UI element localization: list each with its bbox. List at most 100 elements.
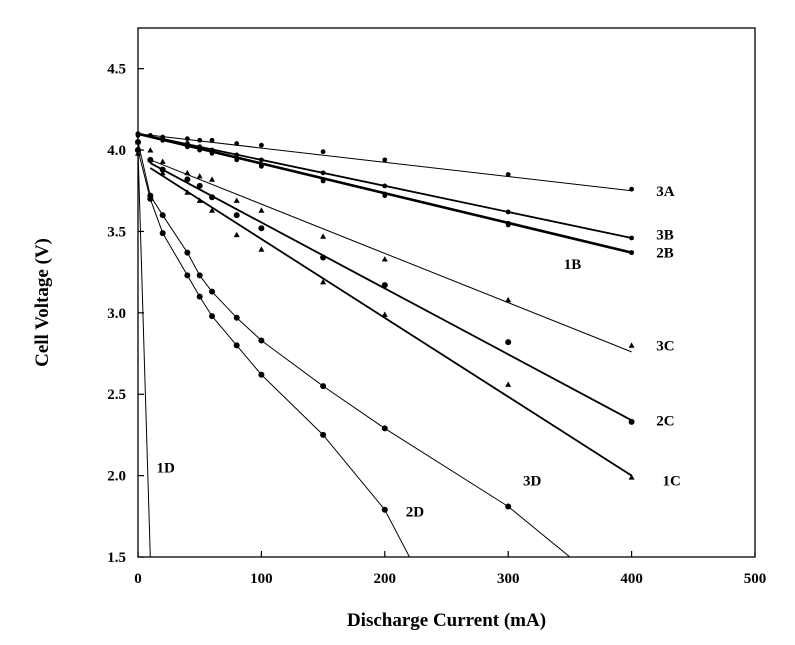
- data-point-2c: [233, 212, 240, 219]
- data-point-1c: [381, 311, 388, 317]
- y-tick-label: 3.5: [107, 224, 126, 240]
- data-point-3a: [259, 142, 264, 148]
- series-line-2d: [138, 149, 410, 557]
- data-point-3b: [259, 157, 264, 163]
- data-point-3d: [258, 337, 265, 344]
- data-point-3a: [320, 149, 326, 155]
- data-point-3c: [184, 169, 191, 176]
- series-labels: 3A 3B 2B 1B 3C 2C 1C 3D 2D 1D: [157, 184, 681, 521]
- data-point-1c: [159, 169, 166, 176]
- series-line-3a: [138, 133, 632, 192]
- data-point-2c: [628, 418, 635, 425]
- data-point-3d: [135, 138, 141, 145]
- data-point-1c: [505, 381, 512, 387]
- series-label-2b: 2B: [656, 246, 674, 262]
- data-point-3a: [197, 137, 203, 143]
- plot-frame: [137, 27, 756, 558]
- data-point-1b: [160, 137, 166, 143]
- series-label-2d: 2D: [406, 504, 425, 520]
- data-point-1d: [135, 147, 141, 153]
- data-point-3d: [233, 314, 240, 321]
- series-label-2c: 2C: [656, 413, 674, 429]
- data-point-1b: [629, 250, 634, 256]
- series-label-3d: 3D: [523, 473, 542, 489]
- data-point-3c: [320, 233, 327, 239]
- data-point-3a: [234, 141, 240, 146]
- y-tick-label: 4.0: [107, 143, 126, 159]
- series-label-1c: 1C: [662, 473, 680, 489]
- data-point-2c: [320, 254, 327, 261]
- data-point-3c: [233, 197, 240, 203]
- data-point-2d: [196, 293, 203, 300]
- y-tick-label: 2.0: [107, 469, 126, 485]
- series-points: [135, 131, 635, 513]
- data-point-3c: [196, 173, 203, 179]
- data-point-3d: [209, 288, 216, 295]
- data-point-2c: [159, 166, 166, 173]
- data-point-3a: [629, 186, 634, 192]
- series-label-1d: 1D: [157, 460, 176, 476]
- data-point-3c: [209, 176, 216, 182]
- data-point-1b: [320, 178, 326, 184]
- y-tick-label: 2.5: [107, 387, 126, 403]
- data-point-2c: [258, 225, 265, 232]
- data-point-2d: [184, 272, 191, 279]
- series-line-3d: [138, 141, 571, 557]
- x-tick-label: 500: [744, 571, 767, 587]
- x-tick-label: 300: [497, 571, 520, 587]
- y-axis-title: Cell Voltage (V): [32, 238, 53, 367]
- data-point-3a: [505, 172, 511, 177]
- data-point-1c: [233, 231, 240, 238]
- data-point-1c: [628, 474, 635, 480]
- data-point-1b: [135, 133, 141, 138]
- plot-area-border: [137, 27, 756, 558]
- data-point-3d: [381, 425, 388, 432]
- data-point-1b: [259, 163, 264, 169]
- data-point-3b: [629, 235, 634, 241]
- data-point-3c: [628, 342, 635, 348]
- y-tick-label: 4.5: [107, 62, 126, 78]
- data-point-3d: [159, 212, 166, 219]
- data-point-2c: [184, 176, 191, 183]
- series-line-3c: [150, 159, 632, 353]
- x-axis-title: Discharge Current (mA): [347, 610, 546, 631]
- data-point-1b: [209, 150, 215, 156]
- data-point-3c: [258, 207, 265, 213]
- data-point-1c: [320, 278, 327, 285]
- y-tick-label: 1.5: [107, 550, 126, 566]
- data-point-3c: [159, 158, 166, 164]
- series-label-3c: 3C: [656, 338, 674, 354]
- data-point-1c: [184, 189, 191, 195]
- x-tick-label: 400: [620, 571, 643, 587]
- data-point-3a: [382, 157, 388, 163]
- data-point-1c: [147, 147, 154, 153]
- data-point-1b: [234, 157, 240, 163]
- y-axis-ticks: 1.5 2.0 2.5 3.0 3.5 4.0 4.5: [107, 62, 144, 566]
- data-point-3c: [381, 256, 388, 262]
- data-point-3b: [505, 209, 511, 215]
- data-point-3c: [505, 296, 512, 303]
- data-point-3a: [147, 133, 153, 138]
- data-point-1b: [197, 147, 203, 153]
- data-point-2d: [381, 506, 388, 513]
- data-point-2d: [233, 342, 240, 349]
- data-point-2d: [147, 195, 154, 202]
- series-label-3a: 3A: [656, 184, 675, 200]
- data-point-3d: [196, 272, 203, 279]
- data-point-2d: [209, 313, 216, 320]
- data-point-3d: [505, 503, 512, 510]
- data-point-1b: [382, 193, 388, 199]
- x-axis-ticks: 0 100 200 300 400 500: [134, 551, 766, 587]
- x-tick-label: 200: [374, 571, 397, 587]
- data-point-2c: [196, 182, 203, 189]
- data-point-1c: [209, 207, 216, 213]
- series-line-1d: [138, 150, 151, 557]
- data-point-3a: [184, 136, 190, 142]
- data-point-1b: [184, 144, 190, 150]
- data-point-3b: [382, 183, 388, 189]
- x-tick-label: 0: [134, 571, 142, 587]
- series-line-2c: [149, 162, 633, 422]
- data-point-3b: [320, 170, 326, 176]
- data-point-3a: [209, 137, 215, 143]
